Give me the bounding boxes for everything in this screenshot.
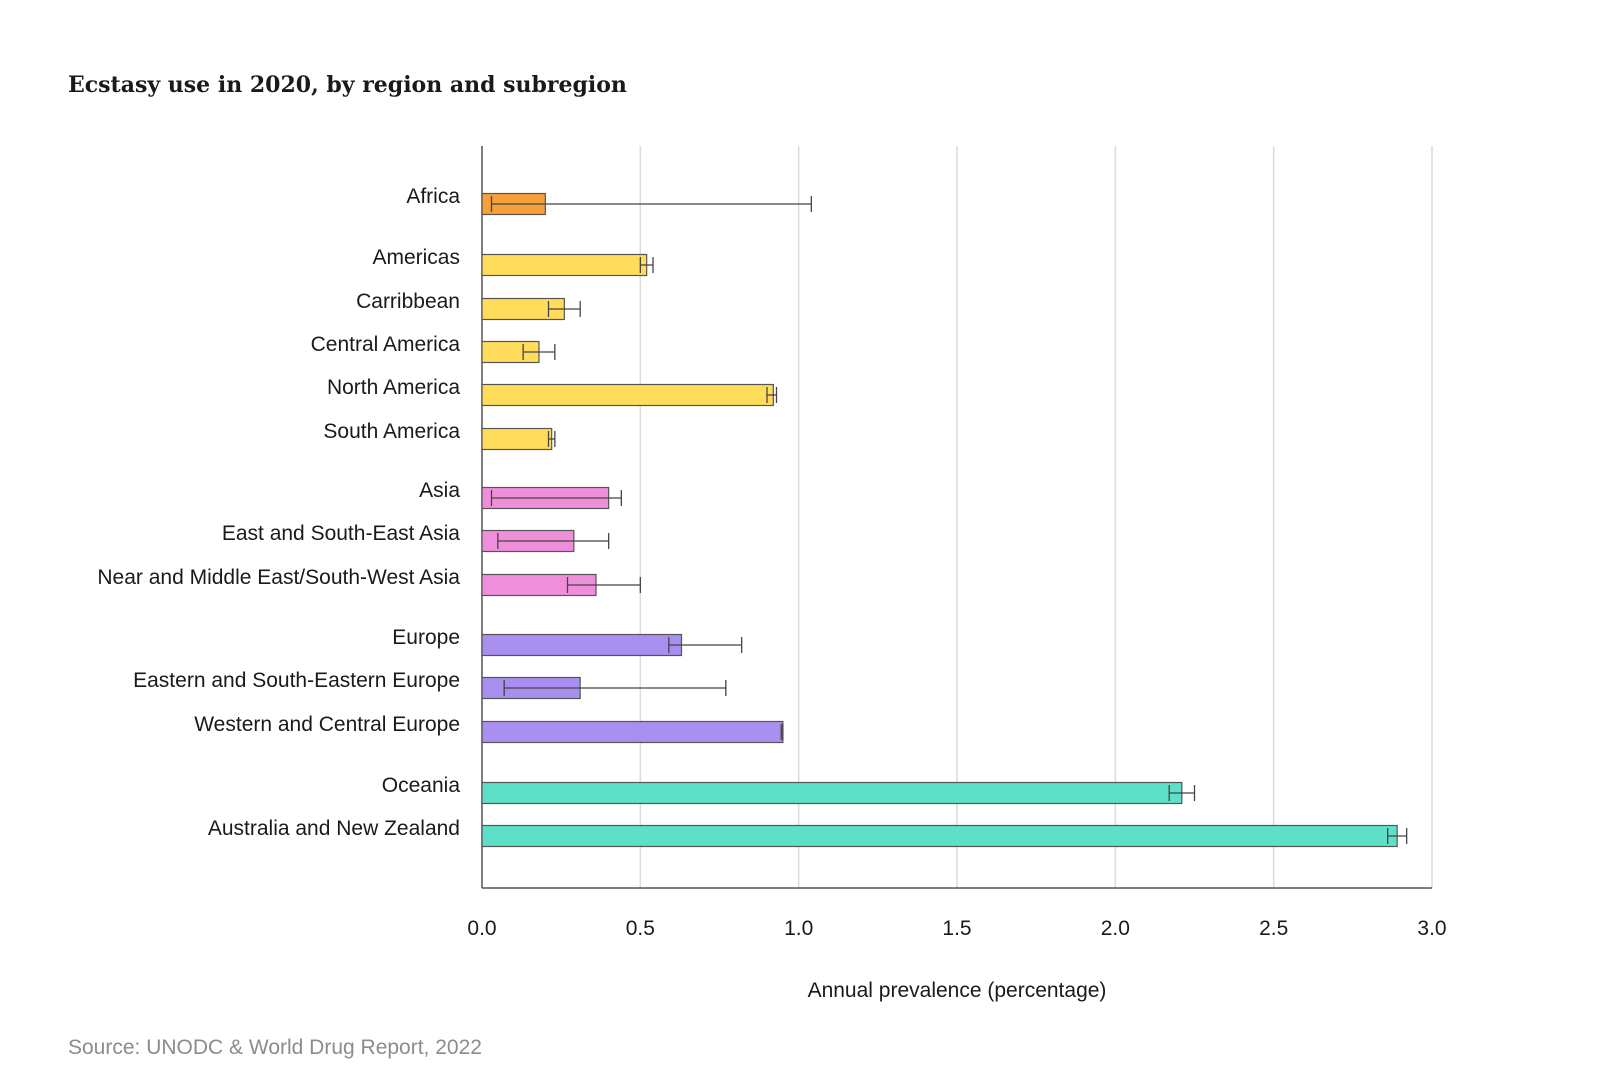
x-tick-label: 0.0 bbox=[467, 917, 496, 940]
category-label: Oceania bbox=[382, 774, 461, 797]
bar bbox=[481, 427, 553, 451]
category-label: Near and Middle East/South-West Asia bbox=[97, 566, 460, 589]
category-label: East and South-East Asia bbox=[222, 522, 460, 545]
category-label: North America bbox=[327, 376, 460, 399]
bar bbox=[481, 720, 784, 744]
bar bbox=[481, 633, 683, 657]
category-label: Eastern and South-Eastern Europe bbox=[133, 669, 460, 692]
category-label: Australia and New Zealand bbox=[208, 817, 460, 840]
category-label: Africa bbox=[406, 185, 460, 208]
category-label: Asia bbox=[419, 479, 460, 502]
category-label: Western and Central Europe bbox=[194, 713, 460, 736]
x-tick-label: 1.0 bbox=[784, 917, 813, 940]
x-tick-label: 3.0 bbox=[1417, 917, 1446, 940]
x-axis-title: Annual prevalence (percentage) bbox=[808, 979, 1107, 1002]
x-tick-label: 0.5 bbox=[626, 917, 655, 940]
category-label: Central America bbox=[311, 333, 461, 356]
x-tick-label: 2.0 bbox=[1101, 917, 1130, 940]
x-tick-label: 2.5 bbox=[1259, 917, 1288, 940]
category-label: South America bbox=[323, 420, 460, 443]
category-label: Americas bbox=[372, 246, 460, 269]
category-label: Carribbean bbox=[356, 290, 460, 313]
bar bbox=[481, 383, 774, 407]
chart-title: Ecstasy use in 2020, by region and subre… bbox=[68, 72, 627, 98]
bar bbox=[481, 781, 1183, 805]
bar bbox=[481, 824, 1398, 848]
source-note: Source: UNODC & World Drug Report, 2022 bbox=[68, 1036, 482, 1059]
x-tick-label: 1.5 bbox=[942, 917, 971, 940]
bar bbox=[481, 253, 648, 277]
category-label: Europe bbox=[392, 626, 460, 649]
